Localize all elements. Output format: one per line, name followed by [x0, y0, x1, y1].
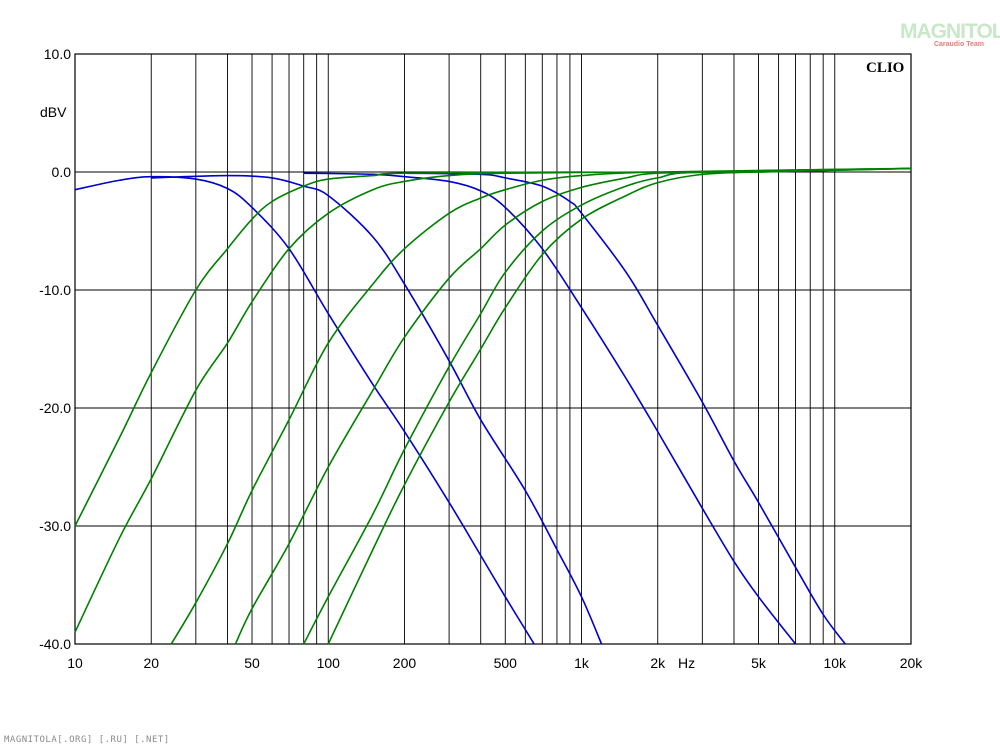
x-tick-label: 5k [751, 655, 767, 671]
highpass-curve-9 [303, 167, 912, 645]
lowpass-curve-3 [303, 172, 797, 645]
y-tick-label: 10.0 [44, 46, 71, 62]
major-gridlines [75, 53, 911, 645]
plot-frame [74, 53, 912, 645]
y-tick-labels: 10.0 0.0 -10.0 -20.0 -30.0 -40.0 [39, 46, 71, 652]
x-tick-label: 50 [244, 655, 260, 671]
watermark-subtitle: Caraudio Team [933, 41, 984, 48]
x-tick-label: 10 [67, 655, 83, 671]
y-axis-unit: dBV [40, 104, 67, 120]
x-axis-unit: Hz [678, 655, 695, 671]
x-tick-label: 10k [823, 655, 847, 671]
highpass-curve-7 [170, 167, 912, 645]
x-tick-label: 2k [650, 655, 666, 671]
y-tick-label: -10.0 [39, 282, 71, 298]
lowpass-curve-2 [151, 174, 603, 645]
x-tick-labels: 10 20 50 100 200 500 1k 2k 5k 10k 20k [67, 655, 923, 671]
highpass-curve-10 [327, 167, 912, 645]
y-tick-label: -40.0 [39, 636, 71, 652]
y-tick-label: -20.0 [39, 400, 71, 416]
highpass-curve-5 [74, 171, 582, 527]
lowpass-curve-4 [404, 172, 846, 645]
x-tick-label: 20k [900, 655, 924, 671]
x-tick-label: 100 [317, 655, 341, 671]
x-tick-label: 200 [393, 655, 417, 671]
highpass-curve-8 [234, 167, 912, 645]
minor-gridlines [150, 54, 836, 644]
footer-text: MAGNITOLA[.ORG] [.RU] [.NET] [4, 735, 170, 745]
x-tick-label: 1k [574, 655, 590, 671]
y-tick-label: -30.0 [39, 518, 71, 534]
watermark-brand: MAGNITOLA [900, 20, 1000, 43]
x-tick-label: 20 [143, 655, 159, 671]
y-tick-label: 0.0 [52, 164, 72, 180]
x-tick-label: 500 [494, 655, 518, 671]
watermark-logo: MAGNITOLA Caraudio Team [900, 20, 1000, 54]
highpass-curve-6 [74, 171, 658, 633]
response-curves [74, 167, 912, 645]
lowpass-curve-1 [74, 175, 535, 645]
clio-logo: CLIO [866, 60, 904, 76]
